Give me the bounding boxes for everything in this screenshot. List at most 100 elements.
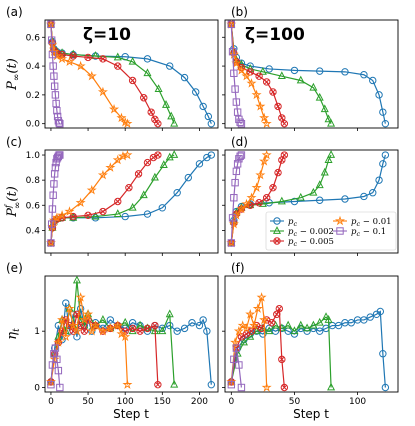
data-point — [50, 72, 58, 80]
data-point — [256, 292, 267, 302]
data-point — [53, 107, 61, 115]
data-point — [324, 155, 333, 163]
data-point — [203, 327, 211, 335]
data-point — [143, 324, 152, 333]
data-point — [105, 323, 116, 333]
data-point — [290, 66, 299, 75]
legend-entry-p_c-0.1: pc − 0.1 — [333, 227, 386, 238]
data-point — [231, 85, 239, 93]
y-tick-label: 1 — [34, 327, 40, 337]
data-point — [233, 160, 242, 168]
data-point — [322, 312, 331, 321]
legend-entry-p_c-0.005: pc − 0.005 — [270, 237, 334, 248]
data-point — [51, 212, 62, 223]
series-p_c-0.01 — [226, 292, 272, 392]
plot-area — [45, 150, 216, 248]
legend-box — [265, 211, 397, 251]
data-point — [228, 49, 239, 59]
y-tick-label: 0 — [34, 383, 40, 393]
data-point — [255, 169, 266, 180]
legend-marker — [273, 217, 281, 225]
data-point — [262, 78, 271, 86]
data-point — [261, 382, 272, 392]
data-point — [369, 189, 377, 197]
data-point — [57, 53, 68, 64]
plot-area — [226, 292, 390, 392]
data-point — [316, 327, 324, 335]
axes-frame — [44, 149, 219, 254]
data-point — [180, 73, 189, 82]
series-p_c-0.002 — [227, 312, 336, 391]
y-tick-label: 1.0 — [26, 151, 41, 161]
data-point — [62, 299, 70, 307]
data-point — [99, 55, 107, 63]
data-point — [232, 344, 241, 352]
series-p_c-0.01 — [45, 150, 133, 248]
plot-area — [226, 20, 390, 128]
data-point — [227, 238, 236, 246]
data-point — [320, 104, 329, 113]
data-point — [277, 71, 286, 80]
data-point — [233, 108, 242, 116]
data-point — [51, 50, 62, 61]
y-axis-label: Pf∞(t) — [4, 186, 23, 218]
data-point — [51, 163, 60, 172]
series-line-p_c — [50, 154, 212, 244]
data-point — [381, 119, 390, 128]
data-point — [320, 167, 329, 176]
data-point — [97, 86, 108, 97]
data-point — [327, 150, 336, 158]
data-point — [341, 195, 349, 203]
data-point — [379, 350, 387, 358]
data-point — [97, 169, 108, 180]
data-point — [278, 355, 286, 364]
series-p_c-0.1 — [227, 20, 246, 128]
data-point — [154, 119, 162, 128]
panel-b: (b) ζ=100 — [222, 5, 399, 131]
data-point — [113, 52, 122, 61]
series-line-p_c-0.002 — [50, 154, 175, 244]
data-point — [84, 211, 92, 220]
data-point — [159, 160, 168, 168]
data-point — [113, 320, 122, 329]
data-point — [54, 366, 63, 375]
data-point — [47, 239, 55, 247]
data-point — [376, 307, 385, 316]
data-point — [49, 354, 60, 364]
y-tick-label: 0.2 — [26, 91, 40, 101]
data-point — [315, 317, 324, 326]
data-point — [277, 196, 286, 205]
data-point — [233, 325, 244, 336]
data-point — [195, 321, 204, 330]
data-point — [290, 326, 299, 335]
series-p_c-0.1 — [227, 151, 246, 247]
data-point — [80, 327, 89, 335]
y-tick-label: 0.4 — [26, 62, 41, 72]
x-tick-label: 100 — [349, 397, 366, 407]
legend-entry-p_c-0.002: pc − 0.002 — [270, 226, 334, 238]
data-point — [188, 319, 196, 327]
data-point — [116, 112, 127, 123]
data-point — [259, 314, 270, 325]
data-point — [232, 167, 241, 176]
series-p_c-0.01 — [45, 292, 133, 389]
data-point — [91, 211, 100, 220]
panel-label: (f) — [231, 261, 245, 275]
data-point — [47, 20, 55, 29]
data-point — [241, 323, 252, 333]
data-point — [236, 152, 244, 160]
data-point — [49, 191, 57, 199]
legend-label: pc — [288, 217, 297, 228]
data-point — [316, 196, 324, 204]
data-point — [334, 321, 343, 330]
data-point — [227, 239, 236, 247]
data-point — [143, 158, 152, 167]
data-point — [173, 189, 181, 197]
x-tick-label: 0 — [48, 397, 54, 407]
data-point — [53, 337, 64, 347]
data-point — [158, 326, 167, 335]
data-point — [68, 320, 79, 330]
y-tick-label: 0.6 — [26, 33, 41, 43]
data-point — [75, 292, 86, 302]
